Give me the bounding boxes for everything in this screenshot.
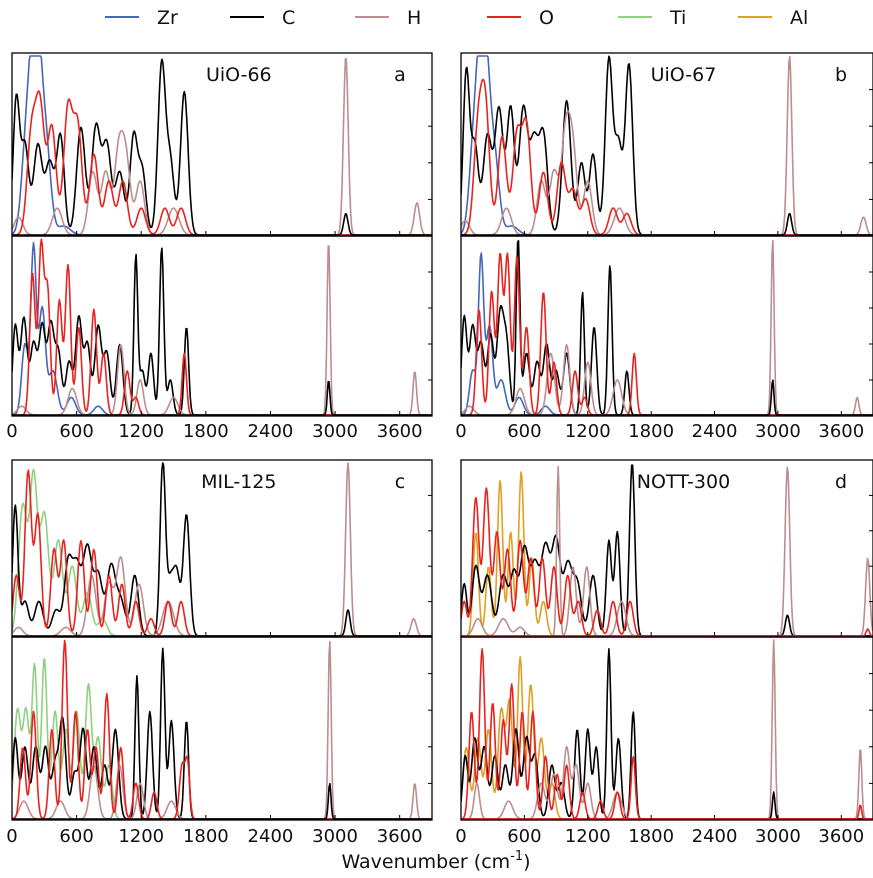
series-c-4 [461, 212, 873, 236]
series-o-5 [461, 628, 873, 637]
x-tick-label: 2400 [248, 826, 294, 847]
panel-letter: b [835, 64, 847, 86]
x-tick-label: 1200 [118, 421, 164, 442]
subplot-bottom [11, 636, 433, 821]
legend-label-al: Al [790, 7, 808, 29]
x-tick-label: 600 [507, 826, 541, 847]
x-tick-label: 600 [59, 826, 93, 847]
subplot-bottom [460, 636, 873, 821]
legend-label-h: H [407, 7, 421, 29]
x-tick-label: 0 [455, 421, 466, 442]
x-tick-label: 3600 [818, 421, 864, 442]
legend-label-c: C [282, 7, 295, 29]
panel-b: 0 600 1200 1800 2400 3000 3600 UiO-67 b [455, 52, 873, 442]
x-tick-label: 3600 [377, 826, 423, 847]
panel-title: UiO-66 [206, 64, 272, 86]
x-tick-label: 1800 [628, 421, 674, 442]
series-c-4 [12, 380, 432, 416]
subplot-frame [11, 636, 433, 821]
series-c-4 [461, 379, 873, 416]
subplot-bottom [460, 235, 873, 417]
panel-d: 0 600 1200 1800 2400 3000 3600 NOTT-300 d [455, 459, 873, 847]
x-tick-label: 2400 [692, 826, 738, 847]
x-tick-label: 1800 [628, 826, 674, 847]
x-tick-label: 0 [6, 421, 17, 442]
subplot-top [460, 459, 873, 638]
panel-title: MIL-125 [201, 471, 276, 493]
x-tick-label: 3000 [755, 421, 801, 442]
panel-letter: c [395, 471, 405, 493]
x-tick-label: 3000 [755, 826, 801, 847]
series-c-4 [461, 791, 873, 820]
series-c-4 [12, 782, 432, 820]
series-o-3 [12, 90, 432, 236]
x-tick-label: 600 [507, 421, 541, 442]
panel-title: UiO-67 [651, 64, 717, 86]
series-zr-0 [12, 242, 432, 416]
x-tick-label: 3000 [312, 421, 358, 442]
series-c-1 [461, 240, 873, 416]
series-o-3 [12, 238, 432, 416]
x-tick-label: 1800 [183, 826, 229, 847]
x-tick-label: 1200 [118, 826, 164, 847]
x-tick-label: 3600 [377, 421, 423, 442]
series-zr-0 [461, 252, 873, 416]
series-ti-0 [12, 658, 432, 820]
x-tick-label: 1200 [565, 826, 611, 847]
panel-letter: a [394, 64, 406, 86]
subplot-frame [460, 636, 873, 821]
panel-letter: d [835, 471, 847, 493]
series-al-0 [461, 656, 873, 820]
chart-panels: 0 600 1200 1800 2400 3000 3600 UiO-66 a 0 600 1200 1… [6, 52, 873, 847]
series-c-1 [12, 247, 432, 416]
x-tick-label: 1800 [183, 421, 229, 442]
series-c-4 [12, 213, 432, 236]
legend-label-o: O [539, 7, 554, 29]
x-tick-label: 0 [6, 826, 17, 847]
x-tick-label: 3600 [818, 826, 864, 847]
subplot-top [11, 52, 433, 237]
series-o-3 [12, 469, 432, 637]
panel-c: 0 600 1200 1800 2400 3000 3600 MIL-125 c [6, 459, 433, 847]
series-h-2 [12, 245, 432, 416]
panel-a: 0 600 1200 1800 2400 3000 3600 UiO-66 a [6, 52, 433, 442]
x-tick-label: 1200 [565, 421, 611, 442]
subplot-frame [460, 235, 873, 417]
legend: Zr C H O Ti Al [105, 7, 808, 29]
subplot-bottom [11, 235, 433, 417]
x-axis-label: Wavenumber (cm-1) [341, 849, 530, 873]
legend-label-ti: Ti [669, 7, 686, 29]
series-o-3 [461, 78, 873, 236]
x-tick-label: 2400 [248, 421, 294, 442]
legend-label-zr: Zr [157, 7, 178, 29]
series-c-4 [12, 609, 432, 637]
series-o-5 [461, 804, 873, 820]
panel-title: NOTT-300 [637, 471, 730, 493]
x-tick-label: 0 [455, 826, 466, 847]
subplot-frame [11, 235, 433, 417]
series-c-4 [461, 614, 873, 637]
series-o-3 [461, 252, 873, 416]
x-tick-label: 600 [59, 421, 93, 442]
x-tick-label: 3000 [312, 826, 358, 847]
series-h-2 [461, 240, 873, 416]
x-tick-label: 2400 [692, 421, 738, 442]
subplot-top [11, 459, 433, 638]
